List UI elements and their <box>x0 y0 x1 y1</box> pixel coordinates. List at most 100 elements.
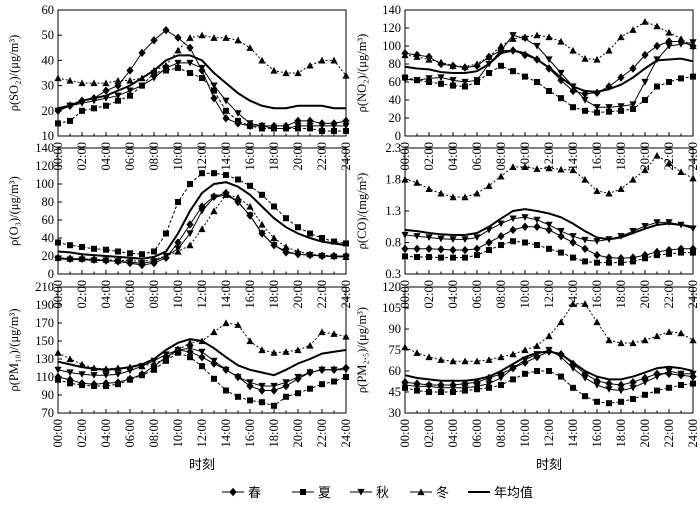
data-point <box>498 242 504 249</box>
data-point <box>258 220 266 228</box>
data-point <box>522 370 528 377</box>
data-point <box>533 165 541 172</box>
data-point <box>413 233 421 240</box>
y-tick-label: 2.3 <box>385 141 401 155</box>
x-tick-label: 06:00 <box>470 280 484 308</box>
x-tick-label: 18:00 <box>614 280 628 308</box>
x-tick-label: 18:00 <box>267 419 281 447</box>
data-point <box>139 251 145 258</box>
data-point <box>198 225 206 233</box>
data-point <box>270 125 278 133</box>
data-point <box>581 300 589 307</box>
data-point <box>162 355 170 363</box>
x-tick-label: 22:00 <box>315 142 329 170</box>
data-point <box>54 107 62 115</box>
data-point <box>234 110 242 117</box>
series-5 <box>404 350 694 382</box>
data-point <box>79 382 85 389</box>
data-point <box>438 254 444 261</box>
y-axis-label: ρ(PM₁₀)/(μg/m³) <box>7 308 21 391</box>
data-point <box>66 76 74 84</box>
data-point <box>437 245 445 254</box>
data-point <box>426 253 432 260</box>
data-point <box>114 92 122 100</box>
data-point <box>557 165 565 173</box>
data-point <box>175 199 181 205</box>
y-tick-label: 90 <box>42 388 55 402</box>
y-tick-label: 120 <box>35 159 54 173</box>
data-point <box>533 42 541 50</box>
series-line <box>404 49 694 93</box>
data-point <box>617 103 625 110</box>
data-point <box>677 41 685 48</box>
series-5 <box>57 338 347 377</box>
y-tick-label: 40 <box>42 53 55 67</box>
data-point <box>247 182 253 189</box>
data-point <box>485 380 493 388</box>
data-point <box>223 172 229 178</box>
x-tick-label: 22:00 <box>662 419 676 447</box>
x-tick-label: 16:00 <box>590 280 604 308</box>
data-point <box>402 253 408 260</box>
data-point <box>546 245 552 252</box>
y-tick-label: 0 <box>395 129 401 143</box>
data-point <box>66 355 74 363</box>
data-point <box>163 230 169 237</box>
x-tick-label: 04:00 <box>446 419 460 447</box>
data-point <box>509 215 517 223</box>
data-point <box>641 379 649 386</box>
data-point <box>151 248 157 255</box>
data-point <box>594 109 600 116</box>
data-point <box>342 122 350 130</box>
data-point <box>461 193 469 201</box>
data-point <box>103 246 109 253</box>
y-tick-label: 150 <box>35 334 54 348</box>
data-point <box>210 328 218 336</box>
data-point <box>534 242 540 249</box>
data-point <box>509 35 517 42</box>
data-point <box>437 384 445 392</box>
x-tick-label: 10:00 <box>518 419 532 447</box>
y-tick-label: 70 <box>42 406 55 420</box>
data-point <box>449 236 457 243</box>
data-point <box>270 382 278 390</box>
data-point <box>558 373 564 380</box>
data-point <box>605 386 613 393</box>
data-point <box>666 384 672 391</box>
data-point <box>461 245 469 255</box>
data-point <box>270 349 278 356</box>
data-point <box>617 33 625 41</box>
data-point <box>581 55 589 62</box>
data-point <box>413 383 421 390</box>
data-point <box>497 220 505 228</box>
data-point <box>91 383 97 389</box>
series-4 <box>401 18 697 70</box>
series-5 <box>404 49 694 93</box>
data-point <box>246 120 254 127</box>
data-point <box>546 368 552 374</box>
y-tick-label: 20 <box>42 104 55 118</box>
x-tick-label: 18:00 <box>267 142 281 170</box>
x-tick-label: 12:00 <box>195 419 209 447</box>
data-point <box>486 70 492 76</box>
data-point <box>665 28 673 36</box>
data-point <box>102 256 110 263</box>
data-point <box>437 235 445 243</box>
data-point <box>54 254 62 261</box>
data-point <box>438 80 444 87</box>
data-point <box>558 95 564 102</box>
data-point <box>630 258 636 265</box>
data-point <box>437 356 445 363</box>
data-point <box>677 168 685 176</box>
data-point <box>497 172 505 180</box>
data-point <box>222 97 230 105</box>
data-point <box>401 343 409 351</box>
data-point <box>307 385 313 392</box>
data-point <box>605 336 613 344</box>
data-point <box>413 53 421 60</box>
x-tick-label: 14:00 <box>566 419 580 447</box>
x-tick-label: 06:00 <box>123 280 137 308</box>
y-axis-label: ρ(CO)/(mg/m³) <box>355 173 369 250</box>
data-point <box>473 357 481 365</box>
series-1 <box>401 222 697 263</box>
